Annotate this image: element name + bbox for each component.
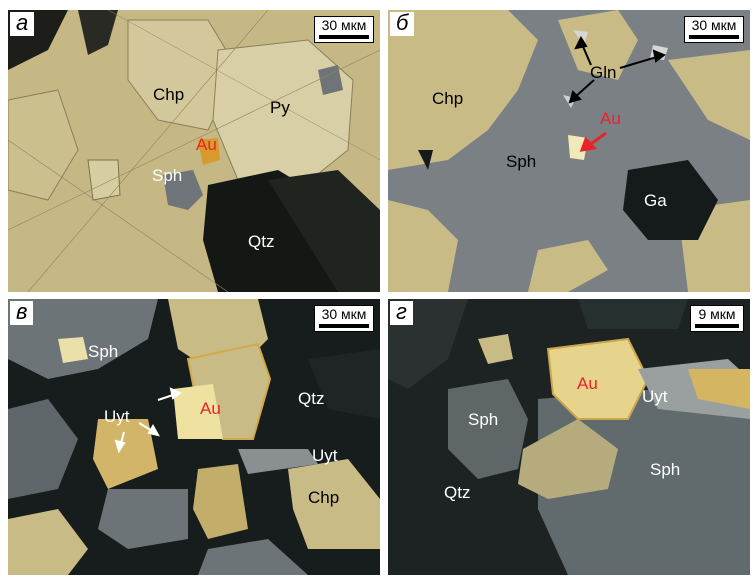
panel-b: б 30 мкм Chp Gln Au Sph Ga xyxy=(388,10,750,292)
scale-bar: 9 мкм xyxy=(690,305,744,332)
panel-v: в 30 мкм Sph Uyt Au Qtz Uyt Chp xyxy=(8,299,380,575)
mineral-label-sph: Sph xyxy=(468,410,499,429)
scale-line xyxy=(319,324,369,328)
mineral-label-ga: Ga xyxy=(644,191,667,210)
scale-bar: 30 мкм xyxy=(684,16,744,43)
panel-letter: б xyxy=(390,12,415,36)
scale-bar: 30 мкм xyxy=(314,305,374,332)
scale-label: 9 мкм xyxy=(698,306,736,322)
mineral-label-qtz: Qtz xyxy=(444,483,471,502)
panel-a: а 30 мкм Chp Py Au Sph Qtz xyxy=(8,10,380,292)
mineral-label-chp: Chp xyxy=(432,89,464,108)
scale-bar: 30 мкм xyxy=(314,16,374,43)
mineral-label-gln: Gln xyxy=(590,63,617,82)
panel-letter: в xyxy=(10,301,34,325)
mineral-label-au: Au xyxy=(600,109,621,128)
mineral-label-uyt: Uyt xyxy=(104,407,130,426)
scale-label: 30 мкм xyxy=(321,306,367,322)
mineral-label-py: Py xyxy=(270,98,290,117)
scale-line xyxy=(695,324,739,328)
panel-g: г 9 мкм Au Uyt Sph Sph Qtz xyxy=(388,299,750,575)
mineral-label-qtz: Qtz xyxy=(248,232,275,251)
mineral-label-sph: Sph xyxy=(152,166,183,185)
mineral-label-qtz: Qtz xyxy=(298,389,325,408)
mineral-label-sph: Sph xyxy=(650,460,681,479)
mineral-label-sph: Sph xyxy=(88,342,119,361)
scale-label: 30 мкм xyxy=(321,17,367,33)
scale-line xyxy=(319,35,369,39)
panel-letter: а xyxy=(10,12,35,36)
panel-a-micrograph xyxy=(8,10,380,292)
mineral-label-chp: Chp xyxy=(308,488,340,507)
mineral-label-uyt: Uyt xyxy=(312,446,338,465)
mineral-label-au: Au xyxy=(200,399,221,418)
scale-line xyxy=(689,35,739,39)
mineral-label-chp: Chp xyxy=(153,85,185,104)
mineral-label-au: Au xyxy=(196,135,217,154)
mineral-label-au: Au xyxy=(577,374,598,393)
mineral-label-sph: Sph xyxy=(506,152,537,171)
panel-g-micrograph xyxy=(388,299,750,575)
scale-label: 30 мкм xyxy=(691,17,737,33)
mineral-label-uyt: Uyt xyxy=(642,387,668,406)
panel-v-micrograph xyxy=(8,299,380,575)
panel-letter: г xyxy=(390,301,413,325)
panel-b-micrograph xyxy=(388,10,750,292)
